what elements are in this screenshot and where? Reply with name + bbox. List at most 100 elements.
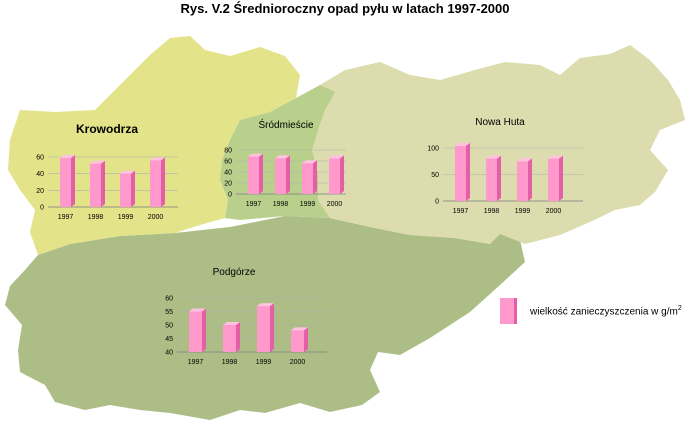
chart-nowa-huta: 0 50 100 1997 1998 1999 2000 <box>427 142 583 215</box>
bar-side <box>101 160 105 207</box>
y-tick-label: 20 <box>224 181 232 188</box>
bar-2000 <box>548 155 563 201</box>
bar-1997 <box>189 308 206 352</box>
bar-side <box>528 158 532 201</box>
bar-1997 <box>248 153 263 194</box>
y-tick-label: 40 <box>224 170 232 177</box>
y-tick-label: 100 <box>427 146 439 153</box>
bar-1999 <box>517 158 532 201</box>
bar-side <box>131 170 135 207</box>
x-tick-label: 1997 <box>246 201 262 208</box>
bar-top <box>329 155 344 159</box>
bar-front <box>248 156 259 194</box>
bar-front <box>455 145 466 201</box>
bar-1998 <box>223 322 240 352</box>
x-tick-label: 1997 <box>453 208 469 215</box>
bar-side <box>304 327 308 352</box>
y-tick-label: 0 <box>435 199 439 206</box>
bar-top <box>275 155 290 159</box>
y-tick-label: 60 <box>224 159 232 166</box>
bar-side <box>497 155 501 201</box>
chart-krowodrza: 0 20 40 60 1997 1998 1999 2000 <box>36 154 178 221</box>
bar-front <box>257 306 270 352</box>
legend-swatch <box>500 298 517 324</box>
x-tick-label: 2000 <box>148 214 164 221</box>
bar-top <box>120 170 135 174</box>
bar-side <box>270 303 274 352</box>
bar-1999 <box>120 170 135 207</box>
bar-top <box>60 154 75 158</box>
bar-side <box>340 155 344 194</box>
label-srodmiescie: Śródmieście <box>258 118 313 131</box>
legend-label: wielkość zanieczyszczenia w g/m2 <box>530 305 682 318</box>
x-tick-label: 2000 <box>546 208 562 215</box>
bar-top <box>455 142 470 146</box>
y-tick-label: 0 <box>228 192 232 199</box>
x-tick-label: 1999 <box>515 208 531 215</box>
bar-1998 <box>90 160 105 207</box>
bar-top <box>486 155 501 159</box>
bar-front <box>60 157 71 207</box>
bar-1998 <box>275 155 290 194</box>
bar-front <box>548 158 559 201</box>
y-tick-label: 50 <box>165 323 173 330</box>
bar-side <box>71 154 75 207</box>
y-tick-label: 55 <box>165 309 173 316</box>
chart-podgorze: 40 45 50 55 60 1997 1998 1999 2000 <box>165 296 327 366</box>
bar-front <box>329 158 340 194</box>
bar-side <box>202 308 206 352</box>
x-tick-label: 1997 <box>188 359 204 366</box>
y-tick-label: 0 <box>40 205 44 212</box>
x-tick-label: 1999 <box>256 359 272 366</box>
bar-side <box>313 160 317 194</box>
bar-top <box>223 322 240 325</box>
bar-side <box>559 155 563 201</box>
label-nowa-huta: Nowa Huta <box>475 117 525 128</box>
bar-1999 <box>302 160 317 194</box>
bar-side <box>466 142 470 201</box>
bar-front <box>90 163 101 207</box>
y-tick-label: 80 <box>224 148 232 155</box>
x-tick-label: 1999 <box>118 214 134 221</box>
bar-top <box>150 157 165 161</box>
bar-top <box>302 160 317 164</box>
chart-srodmiescie: 0 20 40 60 80 1997 1998 1999 2000 <box>224 148 346 208</box>
y-tick-label: 45 <box>165 336 173 343</box>
bar-front <box>486 158 497 201</box>
bar-side <box>259 153 263 194</box>
bar-top <box>90 160 105 164</box>
y-tick-label: 40 <box>36 171 44 178</box>
y-tick-label: 60 <box>36 155 44 162</box>
x-tick-label: 1998 <box>222 359 238 366</box>
x-tick-label: 2000 <box>290 359 306 366</box>
bar-1997 <box>60 154 75 207</box>
bar-front <box>189 311 202 352</box>
x-tick-label: 1999 <box>300 201 316 208</box>
x-tick-label: 1998 <box>484 208 500 215</box>
bar-1998 <box>486 155 501 201</box>
bar-front <box>275 158 286 194</box>
bar-front <box>223 325 236 352</box>
bar-2000 <box>329 155 344 194</box>
bar-side <box>286 155 290 194</box>
bar-front <box>150 160 161 207</box>
region-nowa-huta <box>305 45 685 244</box>
bar-top <box>189 308 206 312</box>
bar-2000 <box>291 327 308 352</box>
bar-front <box>291 330 304 352</box>
x-tick-label: 1997 <box>58 214 74 221</box>
bar-side <box>236 322 240 352</box>
region-krowodrza <box>8 36 300 255</box>
y-tick-label: 50 <box>431 172 439 179</box>
x-tick-label: 1998 <box>273 201 289 208</box>
bar-top <box>248 153 263 157</box>
legend: wielkość zanieczyszczenia w g/m2 <box>500 298 690 326</box>
bar-1999 <box>257 303 274 352</box>
x-tick-label: 2000 <box>327 201 343 208</box>
bar-top <box>517 158 532 162</box>
bar-front <box>302 163 313 194</box>
bar-top <box>257 303 274 307</box>
y-tick-label: 20 <box>36 188 44 195</box>
